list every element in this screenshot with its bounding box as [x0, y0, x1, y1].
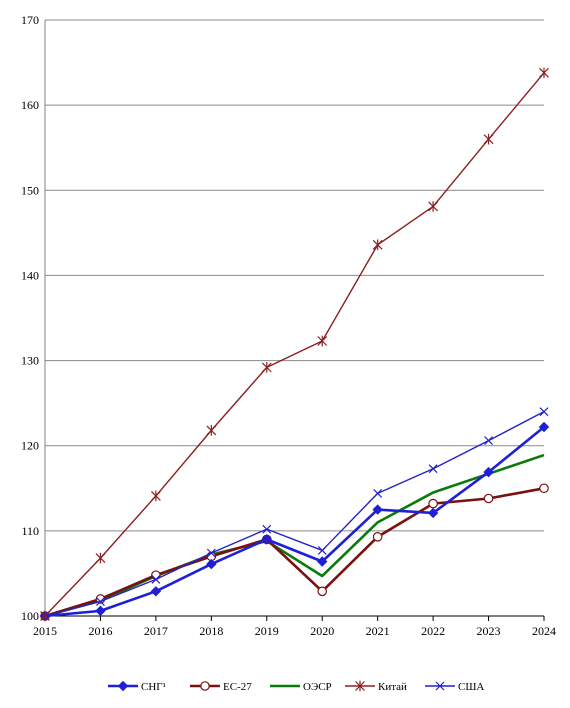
data-point: [150, 586, 162, 597]
data-point: [428, 464, 438, 474]
y-tick-label: 160: [21, 98, 39, 112]
legend-item: ЕС-27: [190, 681, 252, 693]
series-line: [44, 425, 545, 618]
legend-label: ЕС-27: [223, 681, 252, 693]
x-tick-label: 2024: [532, 624, 556, 638]
data-point: [484, 436, 493, 446]
legend-marker: [435, 681, 445, 691]
legend: СНГ¹ ЕС-27 ОЭСР Китай США: [108, 680, 484, 693]
x-axis: 2015 2016 2017 2018 2019 2020 2021 2022 2023 2024: [33, 20, 556, 638]
marker-stroke: [151, 574, 161, 584]
x-tick-label: 2018: [199, 624, 223, 638]
data-point: [151, 574, 161, 584]
data-point: [372, 504, 383, 515]
x-tick-label: 2021: [366, 624, 390, 638]
y-tick-label: 170: [21, 13, 39, 27]
y-axis-ticks: 100 110 120 130 140 150 160 170: [21, 13, 39, 623]
legend-item: СНГ¹: [108, 680, 166, 693]
data-point: [95, 552, 106, 564]
data-point: [317, 335, 328, 347]
data-point: [372, 239, 383, 251]
data-point: [483, 466, 494, 478]
legend-item: ОЭСР: [270, 681, 332, 693]
marker-stroke: [373, 488, 383, 498]
y-tick-label: 120: [21, 439, 39, 453]
legend-marker: [355, 680, 365, 692]
data-point: [261, 534, 272, 545]
data-point: [317, 546, 327, 555]
marker-stroke: [428, 464, 438, 474]
data-point: [206, 548, 216, 558]
data-point: [206, 558, 217, 570]
series-0: [39, 421, 550, 622]
gridlines: [45, 19, 544, 617]
x-tick-label: 2020: [310, 624, 334, 638]
x-tick-label: 2017: [144, 624, 168, 638]
data-point: [40, 610, 50, 622]
series-4: [40, 407, 549, 621]
legend-label: СНГ¹: [141, 681, 166, 693]
marker-stroke: [96, 597, 105, 606]
y-tick-label: 150: [21, 183, 39, 197]
data-point: [372, 532, 383, 542]
data-point: [539, 67, 549, 79]
data-point: [483, 133, 494, 145]
x-tick-label: 2015: [33, 624, 57, 638]
marker-stroke: [484, 436, 493, 446]
data-point: [428, 498, 438, 509]
marker-stroke: [262, 524, 272, 534]
y-tick-label: 140: [21, 268, 39, 282]
y-tick-label: 110: [21, 524, 39, 538]
data-point: [427, 507, 439, 519]
y-tick-label: 130: [21, 354, 39, 368]
data-point: [539, 483, 549, 494]
y-tick-label: 100: [21, 609, 39, 623]
data-point: [150, 490, 161, 502]
x-tick-label: 2023: [477, 624, 501, 638]
legend-label: США: [458, 681, 484, 693]
marker-stroke: [435, 681, 445, 691]
data-point: [206, 425, 217, 436]
legend-marker: [117, 680, 129, 692]
legend-item: Китай: [345, 680, 407, 693]
data-point: [96, 597, 105, 606]
legend-marker: [200, 681, 210, 691]
legend-label: Китай: [378, 681, 407, 693]
data-point: [373, 488, 383, 498]
data-point: [538, 421, 550, 433]
legend-item: США: [425, 681, 484, 693]
x-tick-label: 2016: [88, 624, 112, 638]
series-line: [44, 487, 545, 618]
series-1: [40, 483, 549, 621]
marker-stroke: [539, 407, 549, 417]
data-point: [261, 362, 272, 373]
data-point: [95, 605, 106, 617]
data-point: [317, 556, 328, 567]
series-line: [44, 72, 545, 617]
series-3: [40, 67, 549, 622]
x-tick-label: 2022: [421, 624, 445, 638]
series-line: [44, 411, 545, 617]
x-tick-label: 2019: [255, 624, 279, 638]
data-point: [539, 407, 549, 417]
marker-stroke: [206, 548, 216, 558]
data-point: [428, 201, 439, 212]
series-lines: [39, 67, 550, 622]
data-point: [317, 586, 328, 597]
legend-label: ОЭСР: [303, 681, 332, 693]
data-point: [262, 524, 272, 534]
marker-stroke: [317, 546, 327, 555]
data-point: [483, 493, 494, 504]
